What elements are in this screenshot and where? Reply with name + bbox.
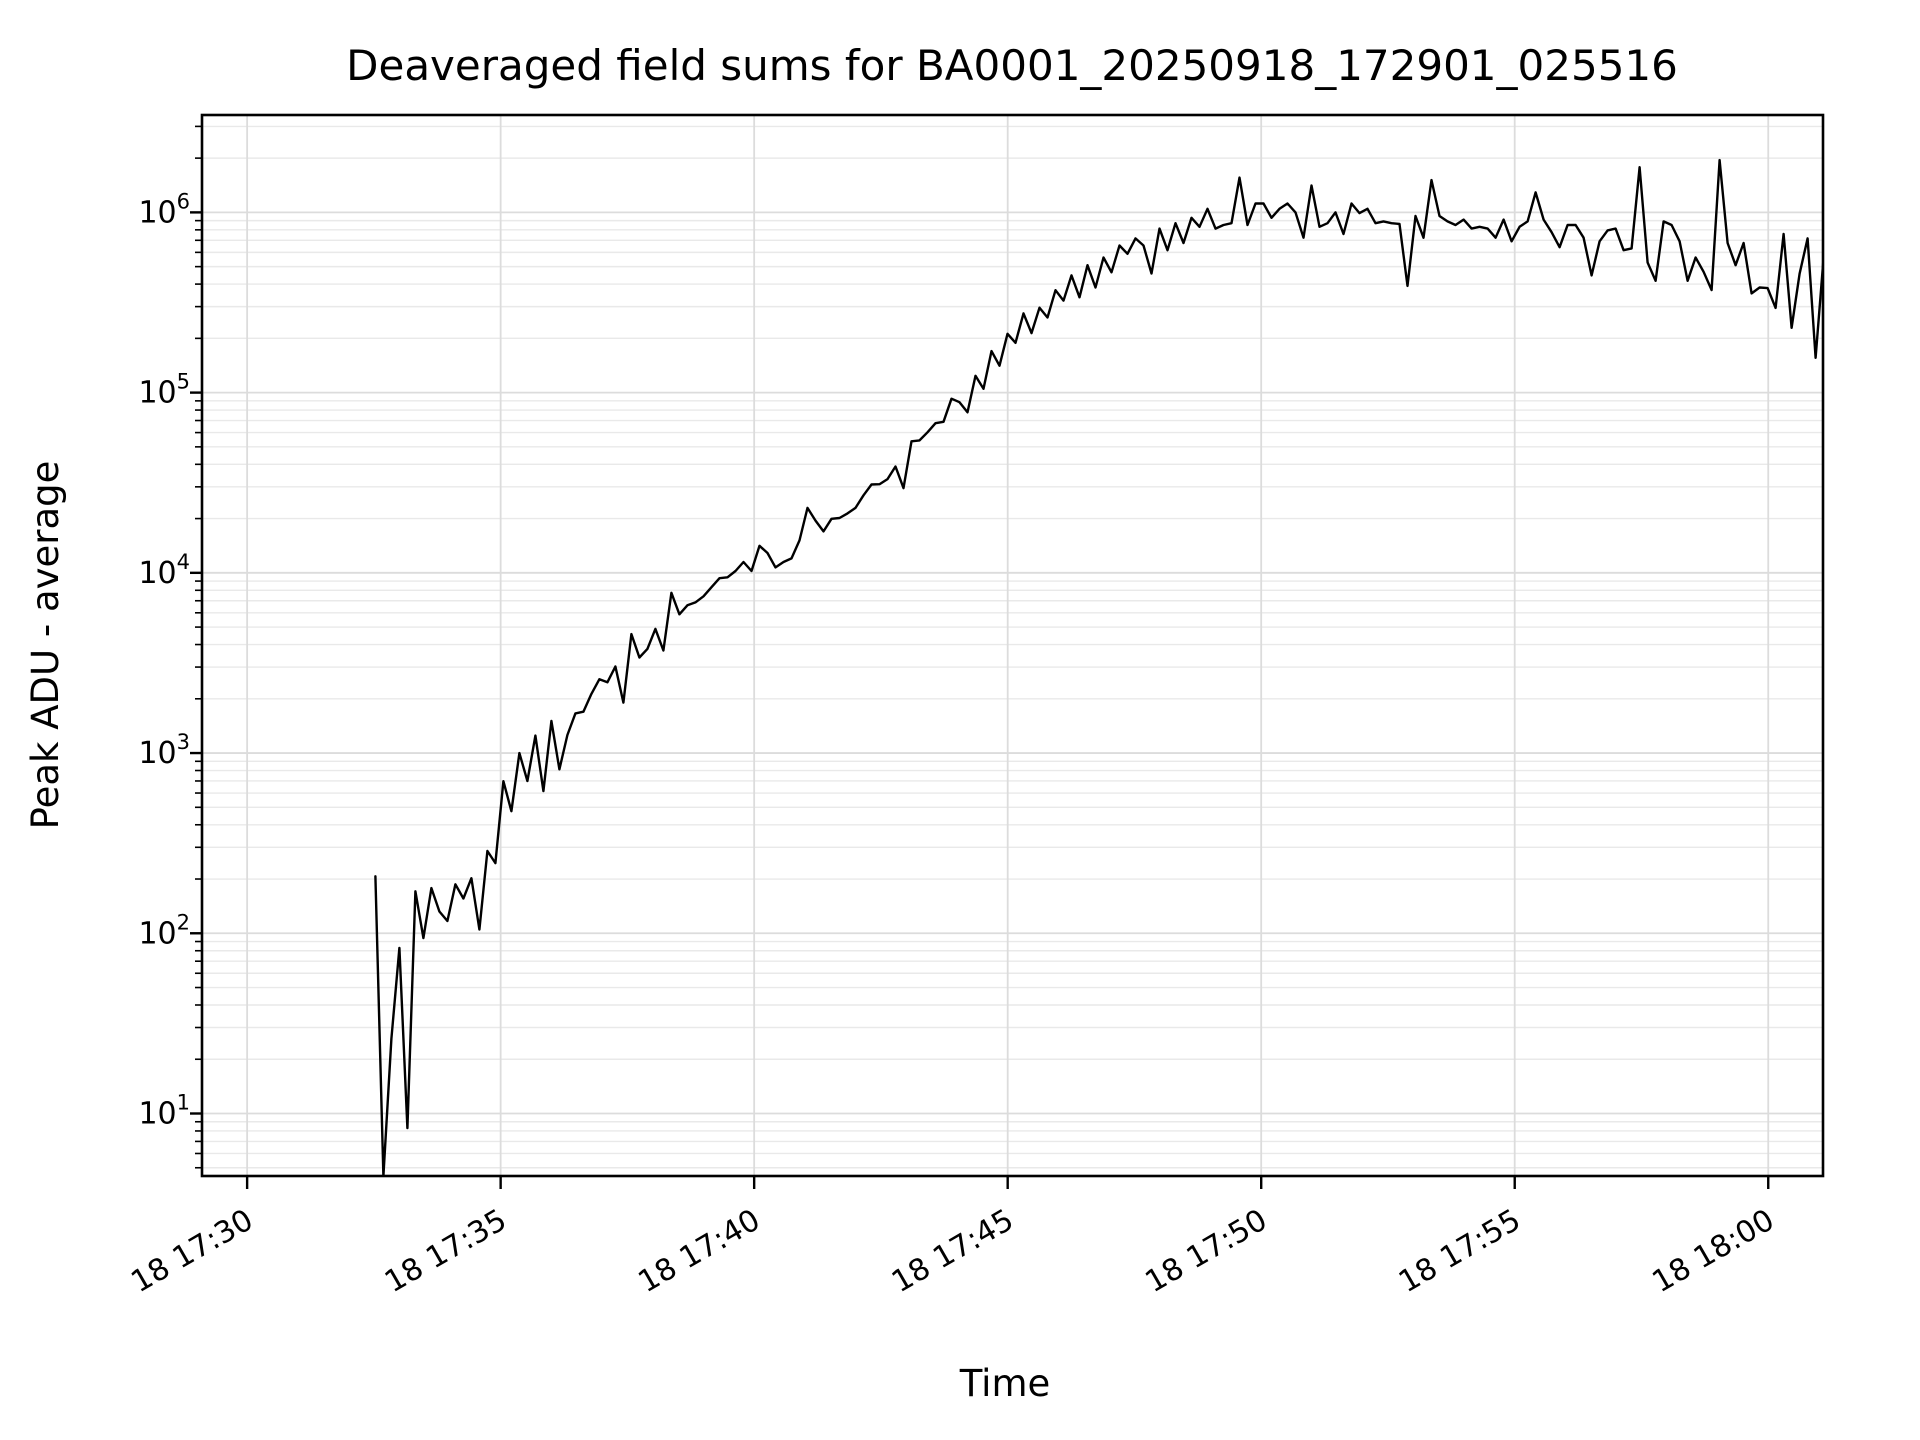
x-tick-label: 18 17:45: [886, 1203, 1020, 1300]
plot-border: [200, 113, 1825, 1178]
y-axis-label: Peak ADU - average: [24, 461, 67, 830]
tick-layer: [190, 125, 1770, 1189]
data-line: [374, 158, 1823, 1176]
y-tick-label: 104: [138, 550, 190, 591]
y-tick-label: 105: [138, 370, 190, 411]
x-tick-label: 18 17:30: [125, 1203, 259, 1300]
y-tick-label: 102: [138, 910, 190, 951]
series-layer: [374, 158, 1823, 1176]
y-tick-label: 101: [138, 1091, 190, 1132]
y-tick-label: 103: [138, 730, 190, 771]
x-tick-label: 18 17:40: [632, 1203, 766, 1300]
x-tick-label: 18 17:35: [379, 1203, 513, 1300]
tick-label-layer: 101 102 103 104 105 106 18 17:30 18 17:35 18 17:…: [125, 189, 1780, 1300]
chart-title: Deaveraged field sums for BA0001_2025091…: [346, 41, 1678, 90]
x-tick-label: 18 18:00: [1647, 1203, 1781, 1300]
y-tick-label: 106: [138, 189, 190, 230]
x-tick-label: 18 17:55: [1393, 1203, 1527, 1300]
x-tick-label: 18 17:50: [1140, 1203, 1274, 1300]
grid-layer: [202, 115, 1823, 1176]
x-axis-label: Time: [959, 1362, 1051, 1405]
